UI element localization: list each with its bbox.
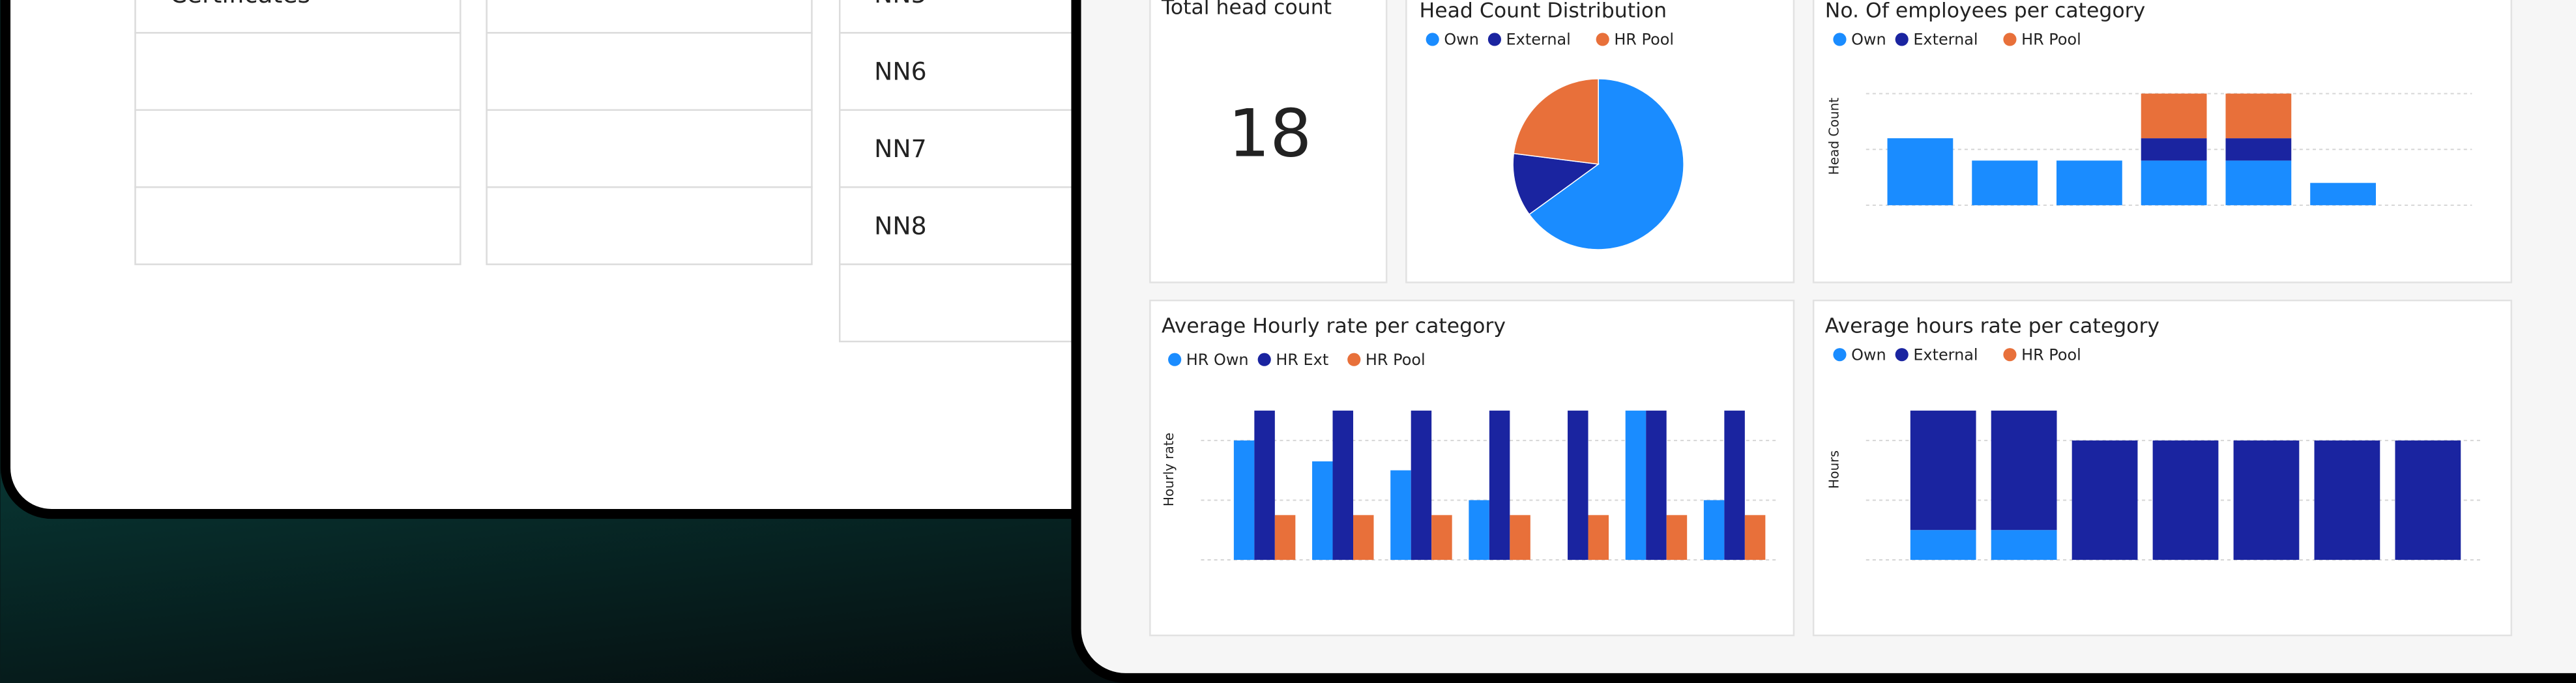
y-axis-label: Hours bbox=[1826, 450, 1841, 489]
legend-dot bbox=[1347, 353, 1361, 366]
legend-label: HR Own bbox=[1186, 351, 1249, 369]
bar-segment bbox=[2141, 138, 2207, 161]
legend-label: HR Ext bbox=[1276, 351, 1328, 369]
bar bbox=[1625, 411, 1647, 560]
bar bbox=[1489, 411, 1510, 560]
bar-segment bbox=[2141, 160, 2207, 205]
cell-text: NN7 bbox=[874, 134, 927, 163]
table-cell bbox=[486, 109, 813, 188]
table-cell bbox=[838, 109, 1104, 188]
legend-dot bbox=[1833, 348, 1847, 362]
bar bbox=[1353, 515, 1374, 560]
bar bbox=[1510, 515, 1530, 560]
panel bbox=[1149, 0, 1388, 283]
legend-label: External bbox=[1913, 31, 1978, 49]
legend-label: External bbox=[1506, 31, 1571, 49]
bar-segment bbox=[1972, 160, 2038, 205]
legend-dot bbox=[1833, 33, 1847, 46]
bar-segment bbox=[1910, 530, 1976, 560]
bar bbox=[1724, 411, 1745, 560]
legend-label: HR Pool bbox=[2021, 31, 2081, 49]
y-axis-label: Head Count bbox=[1826, 98, 1841, 175]
bar bbox=[1469, 500, 1489, 560]
legend-dot bbox=[1895, 33, 1909, 46]
table-cell bbox=[838, 186, 1104, 265]
bar-segment bbox=[1910, 411, 1976, 530]
bar bbox=[1390, 470, 1411, 560]
bar bbox=[1588, 515, 1609, 560]
bar bbox=[1646, 411, 1667, 560]
table-cell bbox=[134, 32, 461, 111]
legend-dot bbox=[1257, 353, 1271, 366]
bar bbox=[1254, 411, 1275, 560]
legend-label: Own bbox=[1851, 31, 1886, 49]
legend-label: Own bbox=[1444, 31, 1479, 49]
pie-slice bbox=[1513, 78, 1599, 165]
legend-label: Own bbox=[1851, 345, 1886, 364]
legend-label: External bbox=[1913, 345, 1978, 364]
bar-segment bbox=[2233, 440, 2300, 560]
bar-segment bbox=[1887, 138, 1954, 205]
pie-slice bbox=[1512, 153, 1600, 215]
legend-dot bbox=[1426, 33, 1439, 46]
legend-dot bbox=[1487, 33, 1501, 46]
bar bbox=[1703, 500, 1725, 560]
bar bbox=[1274, 515, 1296, 560]
cell-text: NN5 bbox=[874, 0, 927, 8]
bar-segment bbox=[2225, 93, 2292, 139]
legend-label: HR Pool bbox=[1614, 31, 1674, 49]
cell-text: NN8 bbox=[874, 211, 927, 240]
table-cell bbox=[486, 186, 813, 265]
bar bbox=[1744, 515, 1766, 560]
bar-segment bbox=[1991, 530, 2057, 560]
bar bbox=[1411, 411, 1432, 560]
bar-segment bbox=[2141, 93, 2207, 139]
dashboard: Total head count 18 Head Count Distributio… bbox=[1149, 0, 2513, 637]
bar bbox=[1666, 515, 1688, 560]
table-cell bbox=[838, 32, 1104, 111]
table-cell bbox=[486, 32, 813, 111]
bar-segment bbox=[2314, 440, 2380, 560]
bar bbox=[1431, 515, 1452, 560]
bar bbox=[1568, 411, 1588, 560]
bar-segment bbox=[2071, 440, 2138, 560]
bar-segment bbox=[1991, 411, 2057, 530]
kpi-value: 18 bbox=[1228, 94, 1311, 171]
table-cell bbox=[486, 0, 813, 34]
bar bbox=[1332, 411, 1354, 560]
legend-dot bbox=[1895, 348, 1909, 362]
bar-segment bbox=[2225, 160, 2292, 205]
bar bbox=[1233, 440, 1255, 560]
y-axis-label: Hourly rate bbox=[1161, 433, 1177, 506]
bar-segment bbox=[2395, 440, 2461, 560]
legend-dot bbox=[2003, 33, 2017, 46]
legend-dot bbox=[2003, 348, 2017, 362]
bar-segment bbox=[2056, 160, 2122, 205]
table: Certificates NN5 NN6 NN7 NN8 bbox=[134, 0, 1104, 343]
table-cell bbox=[134, 186, 461, 265]
bar-segment bbox=[2225, 138, 2292, 161]
chart-title: Head Count Distribution bbox=[1420, 0, 1667, 23]
table-cell bbox=[134, 109, 461, 188]
bar-segment bbox=[2152, 440, 2219, 560]
table-cell bbox=[838, 263, 1104, 343]
bar bbox=[1312, 461, 1333, 560]
legend-dot bbox=[1596, 33, 1609, 46]
chart-title: Average Hourly rate per category bbox=[1162, 314, 1506, 338]
chart-title: Average hours rate per category bbox=[1825, 314, 2159, 338]
legend-dot bbox=[1168, 353, 1182, 366]
kpi-title: Total head count bbox=[1161, 0, 1332, 20]
pie-slice bbox=[1529, 78, 1684, 250]
cell-text: NN6 bbox=[874, 57, 927, 86]
chart-title: No. Of employees per category bbox=[1825, 0, 2145, 23]
legend-label: HR Pool bbox=[2021, 345, 2081, 364]
cell-text: Certificates bbox=[169, 0, 310, 8]
bar-segment bbox=[2310, 182, 2376, 205]
legend-label: HR Pool bbox=[1366, 351, 1426, 369]
